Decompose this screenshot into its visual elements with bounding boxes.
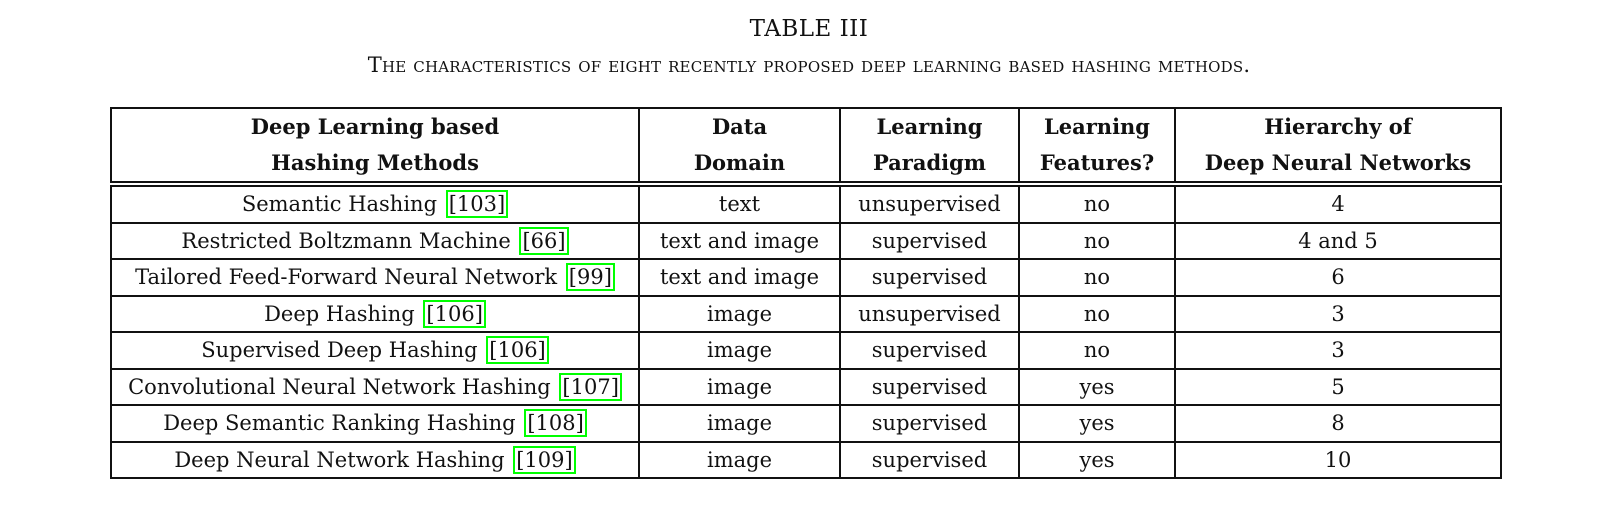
header-method: Deep Learning based Hashing Methods	[110, 107, 640, 184]
cell-paradigm: supervised	[839, 368, 1020, 406]
header-method-line1: Deep Learning based	[250, 114, 500, 139]
cell-features: yes	[1018, 368, 1176, 406]
method-name: Deep Hashing	[264, 301, 415, 326]
cell-features: no	[1018, 222, 1176, 260]
cell-hierarchy: 3	[1174, 332, 1502, 370]
citation-link[interactable]: [108]	[524, 409, 587, 438]
method-name: Supervised Deep Hashing	[201, 338, 478, 363]
cell-domain: image	[638, 441, 841, 479]
table-row: Deep Hashing [106] image unsupervised no…	[110, 295, 1502, 333]
header-domain-line1: Data	[711, 114, 768, 139]
cell-domain: image	[638, 405, 841, 443]
header-paradigm: Learning Paradigm	[839, 107, 1020, 184]
header-domain: Data Domain	[638, 107, 841, 184]
cell-method: Deep Hashing [106]	[110, 295, 640, 333]
method-name: Deep Semantic Ranking Hashing	[163, 411, 516, 436]
header-features: Learning Features?	[1018, 107, 1176, 184]
cell-method: Tailored Feed-Forward Neural Network [99…	[110, 259, 640, 297]
cell-domain: text	[638, 184, 841, 224]
cell-features: yes	[1018, 405, 1176, 443]
citation-link[interactable]: [103]	[445, 190, 509, 219]
cell-method: Semantic Hashing [103]	[110, 184, 640, 224]
cell-domain: text and image	[638, 259, 841, 297]
cell-method: Convolutional Neural Network Hashing [10…	[110, 368, 640, 406]
cell-hierarchy: 6	[1174, 259, 1502, 297]
cell-features: no	[1018, 332, 1176, 370]
cell-paradigm: supervised	[839, 222, 1020, 260]
method-name: Convolutional Neural Network Hashing	[128, 374, 551, 399]
method-name: Semantic Hashing	[241, 192, 438, 217]
citation-link[interactable]: [66]	[519, 226, 569, 255]
cell-method: Deep Semantic Ranking Hashing [108]	[110, 405, 640, 443]
hashing-methods-table: Deep Learning based Hashing Methods Data…	[110, 107, 1502, 479]
header-features-line1: Learning	[1044, 114, 1150, 139]
method-name: Tailored Feed-Forward Neural Network	[135, 265, 558, 290]
table-row: Semantic Hashing [103] text unsupervised…	[110, 184, 1502, 224]
cell-paradigm: supervised	[839, 259, 1020, 297]
table-row: Deep Neural Network Hashing [109] image …	[110, 441, 1502, 479]
cell-paradigm: supervised	[839, 332, 1020, 370]
cell-hierarchy: 4 and 5	[1174, 222, 1502, 260]
cell-paradigm: unsupervised	[839, 295, 1020, 333]
cell-hierarchy: 4	[1174, 184, 1502, 224]
cell-paradigm: supervised	[839, 405, 1020, 443]
method-name: Deep Neural Network Hashing	[174, 447, 505, 472]
cell-domain: image	[638, 332, 841, 370]
cell-features: no	[1018, 184, 1176, 224]
cell-method: Deep Neural Network Hashing [109]	[110, 441, 640, 479]
table-row: Deep Semantic Ranking Hashing [108] imag…	[110, 405, 1502, 443]
header-row: Deep Learning based Hashing Methods Data…	[110, 107, 1502, 184]
header-features-line2: Features?	[1039, 150, 1155, 175]
table-row: Convolutional Neural Network Hashing [10…	[110, 368, 1502, 406]
table-caption: The characteristics of eight recently pr…	[367, 53, 1251, 77]
cell-domain: text and image	[638, 222, 841, 260]
header-domain-line2: Domain	[693, 150, 786, 175]
header-hierarchy-line2: Deep Neural Networks	[1204, 150, 1472, 175]
cell-method: Restricted Boltzmann Machine [66]	[110, 222, 640, 260]
citation-link[interactable]: [107]	[559, 372, 622, 401]
cell-hierarchy: 3	[1174, 295, 1502, 333]
cell-domain: image	[638, 295, 841, 333]
cell-hierarchy: 8	[1174, 405, 1502, 443]
header-paradigm-line1: Learning	[876, 114, 983, 139]
citation-link[interactable]: [99]	[565, 263, 615, 292]
cell-features: no	[1018, 259, 1176, 297]
table-row: Tailored Feed-Forward Neural Network [99…	[110, 259, 1502, 297]
cell-method: Supervised Deep Hashing [106]	[110, 332, 640, 370]
cell-hierarchy: 5	[1174, 368, 1502, 406]
table-row: Supervised Deep Hashing [106] image supe…	[110, 332, 1502, 370]
cell-domain: image	[638, 368, 841, 406]
citation-link[interactable]: [106]	[486, 336, 549, 365]
cell-features: no	[1018, 295, 1176, 333]
header-method-line2: Hashing Methods	[271, 150, 479, 175]
cell-hierarchy: 10	[1174, 441, 1502, 479]
header-hierarchy: Hierarchy of Deep Neural Networks	[1174, 107, 1502, 184]
table-row: Restricted Boltzmann Machine [66] text a…	[110, 222, 1502, 260]
header-hierarchy-line1: Hierarchy of	[1264, 114, 1412, 139]
citation-link[interactable]: [109]	[513, 445, 576, 474]
cell-paradigm: supervised	[839, 441, 1020, 479]
header-paradigm-line2: Paradigm	[872, 150, 987, 175]
method-name: Restricted Boltzmann Machine	[181, 228, 511, 253]
table-title: TABLE III	[749, 16, 869, 42]
cell-features: yes	[1018, 441, 1176, 479]
citation-link[interactable]: [106]	[423, 299, 486, 328]
cell-paradigm: unsupervised	[839, 184, 1020, 224]
